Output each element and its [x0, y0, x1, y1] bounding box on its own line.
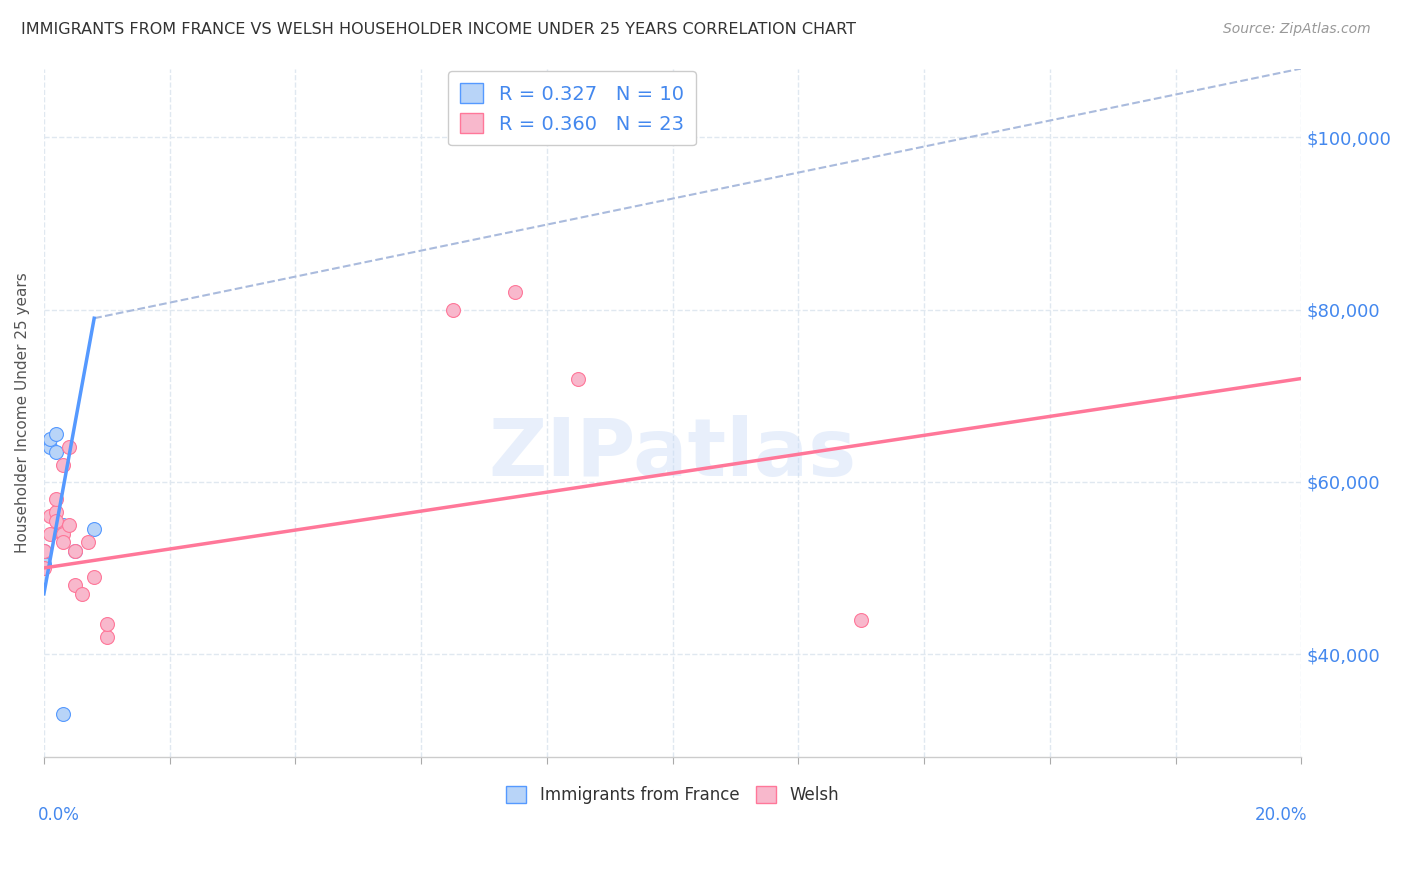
Point: [70, 587, 93, 601]
Point: [39, 432, 62, 446]
Point: [52, 517, 75, 532]
Point: [39, 526, 62, 541]
Point: [39, 441, 62, 455]
Point: [32, 543, 55, 558]
Point: [77, 535, 100, 549]
Point: [65, 543, 87, 558]
Text: 20.0%: 20.0%: [1256, 805, 1308, 823]
Point: [96, 630, 118, 644]
Point: [65, 578, 87, 592]
Point: [52, 526, 75, 541]
Legend: Immigrants from France, Welsh: Immigrants from France, Welsh: [499, 780, 845, 811]
Point: [83, 522, 105, 536]
Point: [32, 557, 55, 571]
Point: [505, 285, 527, 300]
Point: [567, 371, 589, 385]
Point: [96, 616, 118, 631]
Point: [45, 444, 67, 458]
Point: [52, 535, 75, 549]
Point: [52, 458, 75, 472]
Text: Source: ZipAtlas.com: Source: ZipAtlas.com: [1223, 22, 1371, 37]
Point: [32, 561, 55, 575]
Point: [45, 514, 67, 528]
Point: [58, 441, 80, 455]
Point: [45, 491, 67, 506]
Text: ZIPatlas: ZIPatlas: [488, 416, 856, 493]
Point: [32, 543, 55, 558]
Text: IMMIGRANTS FROM FRANCE VS WELSH HOUSEHOLDER INCOME UNDER 25 YEARS CORRELATION CH: IMMIGRANTS FROM FRANCE VS WELSH HOUSEHOL…: [21, 22, 856, 37]
Point: [45, 505, 67, 519]
Text: 0.0%: 0.0%: [38, 805, 80, 823]
Point: [65, 543, 87, 558]
Point: [58, 517, 80, 532]
Point: [39, 509, 62, 524]
Point: [45, 427, 67, 442]
Point: [52, 707, 75, 722]
Y-axis label: Householder Income Under 25 years: Householder Income Under 25 years: [15, 273, 30, 553]
Point: [83, 569, 105, 583]
Point: [851, 613, 873, 627]
Point: [441, 302, 464, 317]
